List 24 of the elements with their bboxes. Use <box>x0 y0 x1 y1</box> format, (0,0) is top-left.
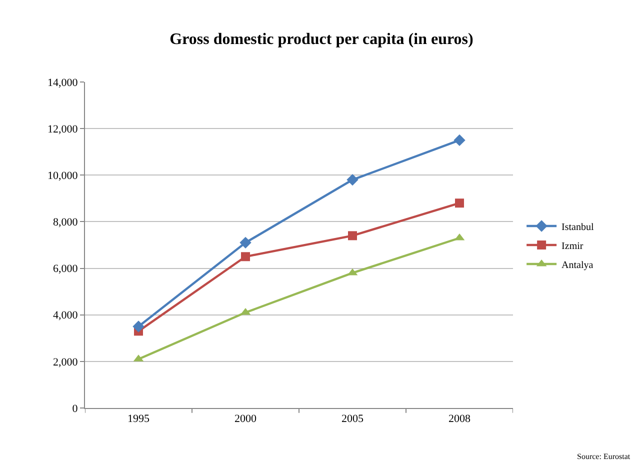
y-tick-label: 0 <box>72 402 78 415</box>
y-tick-label: 12,000 <box>48 123 78 136</box>
legend-label: Antalya <box>562 260 594 271</box>
y-tick-label: 8,000 <box>53 216 78 229</box>
point <box>348 231 357 240</box>
point <box>454 134 466 146</box>
point <box>240 236 252 249</box>
x-tick-label: 2000 <box>234 413 257 426</box>
x-tick-label: 1995 <box>128 413 150 426</box>
point <box>132 320 144 332</box>
point <box>346 174 358 186</box>
y-tick-label: 4,000 <box>53 310 78 322</box>
legend-label: Istanbul <box>562 222 594 233</box>
point <box>241 252 250 262</box>
chart-title: Gross domestic product per capita (in euros) <box>170 30 474 48</box>
source-note: Source: Eurostat <box>577 452 631 461</box>
x-tick-label: 2005 <box>342 413 364 426</box>
legend-label: Izmir <box>562 240 584 252</box>
y-tick-label: 2,000 <box>53 356 78 368</box>
x-tick-label: 2008 <box>448 413 471 426</box>
y-tick-label: 6,000 <box>53 263 78 276</box>
y-tick-label: 14,000 <box>48 76 78 89</box>
point <box>455 198 464 208</box>
y-tick-label: 10,000 <box>48 170 78 182</box>
